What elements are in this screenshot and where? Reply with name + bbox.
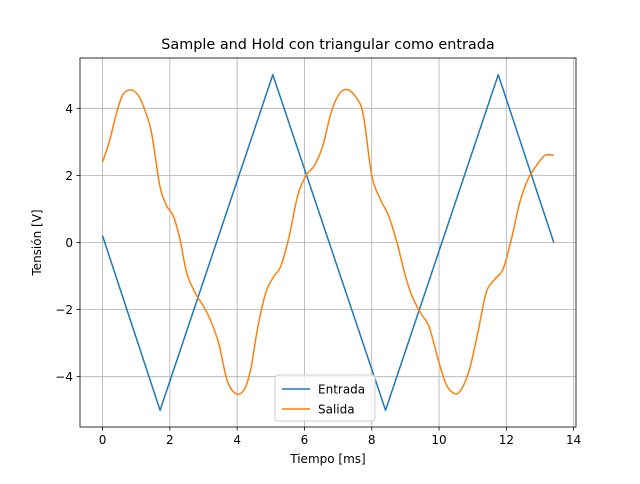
x-axis-label: Tiempo [ms] [289,452,365,466]
series-line-entrada [101,74,555,411]
y-tick-label: 0 [65,236,73,250]
legend-label-salida: Salida [318,403,355,417]
x-tick-label: 2 [166,433,174,447]
x-tick-label: 14 [566,433,581,447]
axis-ticks: 0 2 4 6 8 10 12 14 −4 −2 0 2 4 [55,102,581,447]
x-tick-label: 4 [233,433,241,447]
y-tick-label: −4 [55,370,73,384]
x-tick-label: 8 [368,433,376,447]
y-axis-label: Tensión [V] [30,209,44,276]
y-tick-label: −2 [55,303,73,317]
x-tick-label: 0 [99,433,107,447]
grid [80,58,576,427]
legend: Entrada Salida [274,374,376,422]
series-lines [101,74,555,411]
x-tick-label: 10 [431,433,446,447]
series-line-salida [101,88,554,395]
y-tick-label: 2 [65,169,73,183]
legend-label-entrada: Entrada [318,383,365,397]
y-tick-label: 4 [65,102,73,116]
x-tick-label: 6 [301,433,309,447]
chart-title: Sample and Hold con triangular como entr… [161,37,494,53]
x-tick-label: 12 [499,433,514,447]
